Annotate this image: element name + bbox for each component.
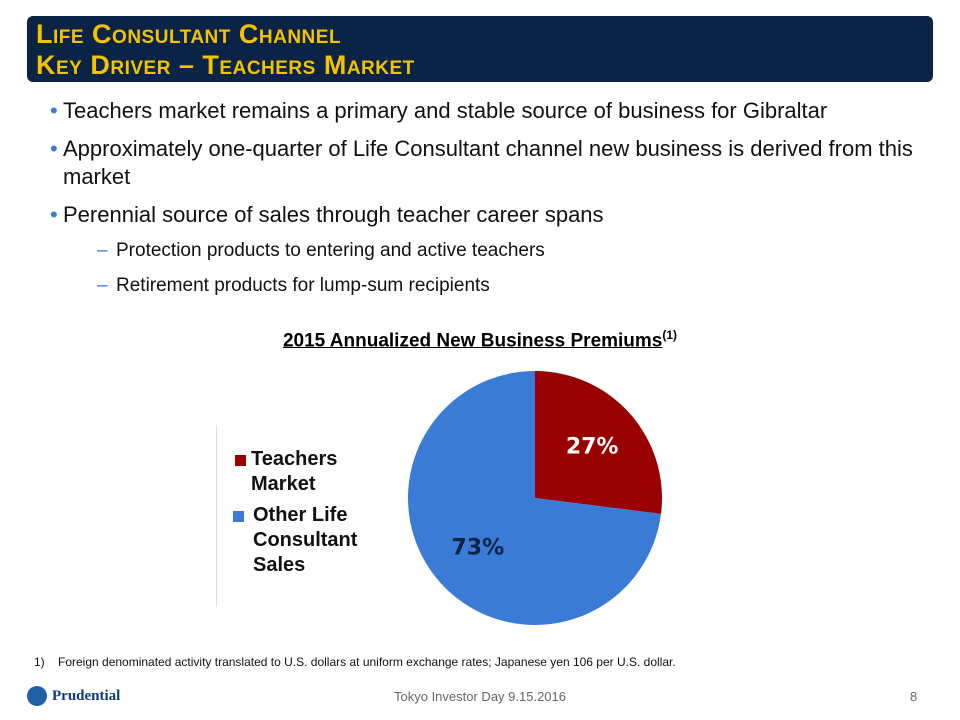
title: Life Consultant Channel: [36, 19, 342, 49]
sub-bullet: Retirement products for lump-sum recipie…: [97, 275, 490, 297]
legend-swatch: [233, 511, 244, 522]
footnote: Foreign denominated activity translated …: [58, 655, 676, 669]
data-label: 73%: [452, 535, 505, 560]
sub-bullet: Protection products to entering and acti…: [97, 240, 545, 262]
pie-slice: [535, 371, 662, 514]
chart-title: 2015 Annualized New Business Premiums: [282, 330, 663, 352]
data-label: 27%: [566, 435, 619, 460]
legend-label: Other Life Consultant Sales: [253, 504, 358, 576]
chart-title-note: (1): [662, 328, 678, 342]
title: Key Driver – Teachers Market: [36, 50, 415, 80]
logo: Prudential: [52, 688, 121, 704]
footer-event: Tokyo Investor Day 9.15.2016: [394, 689, 566, 704]
legend-label: Teachers Market: [251, 448, 338, 495]
bullet: Approximately one-quarter of Life Consul…: [50, 135, 923, 191]
page-number: 8: [910, 689, 918, 704]
pie-slice: [408, 371, 661, 626]
header-band: [27, 16, 933, 82]
legend-rule: [216, 425, 217, 607]
footnote-marker: 1): [34, 655, 45, 669]
logo-icon: [27, 686, 47, 706]
legend-swatch: [235, 455, 246, 466]
bullet: Perennial source of sales through teache…: [50, 201, 923, 229]
bullet: Teachers market remains a primary and st…: [50, 97, 923, 125]
chart-title-wrap: 2015 Annualized New Business Premiums(1): [0, 328, 960, 352]
